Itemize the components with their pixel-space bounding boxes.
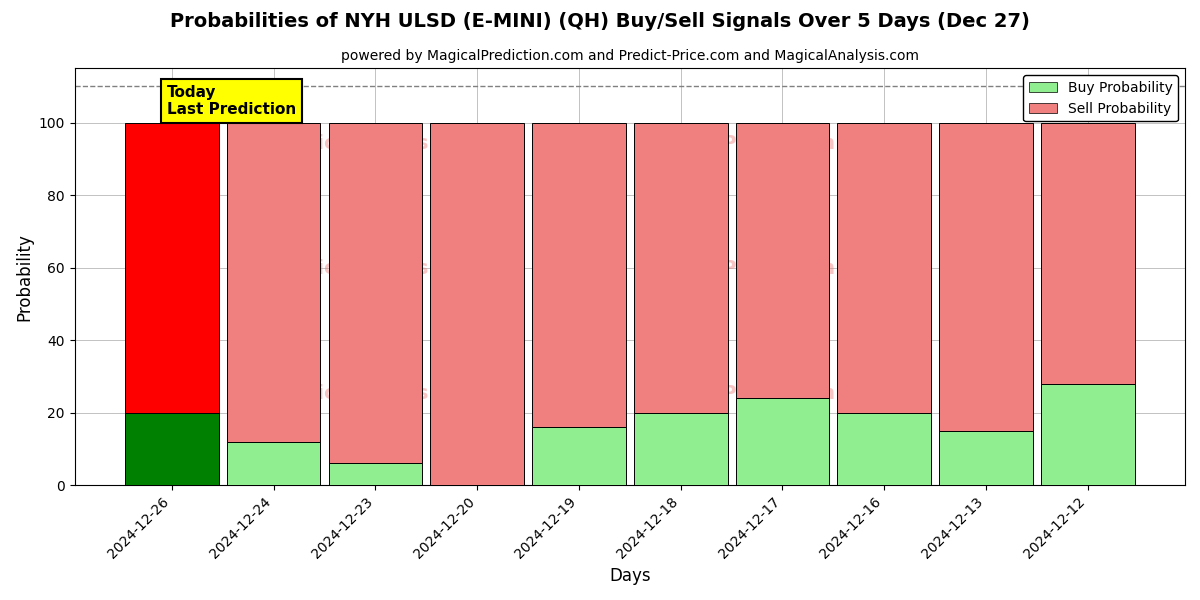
Text: MagicalAnalysis.com: MagicalAnalysis.com [271, 134, 499, 153]
Bar [736, 123, 829, 398]
Bar [431, 123, 524, 485]
Bar [125, 123, 218, 413]
Text: MagicalPrediction.com: MagicalPrediction.com [638, 384, 888, 403]
Bar [838, 123, 931, 413]
Bar [329, 463, 422, 485]
Bar [940, 431, 1033, 485]
Bar [532, 123, 625, 427]
Text: MagicalPrediction.com: MagicalPrediction.com [638, 134, 888, 153]
Y-axis label: Probability: Probability [16, 233, 34, 320]
Text: Today
Last Prediction: Today Last Prediction [167, 85, 296, 117]
Bar [736, 398, 829, 485]
Text: MagicalAnalysis.com: MagicalAnalysis.com [271, 384, 499, 403]
Bar [634, 413, 727, 485]
Bar [1040, 383, 1134, 485]
Bar [329, 123, 422, 463]
Bar [227, 442, 320, 485]
Bar [838, 413, 931, 485]
X-axis label: Days: Days [610, 567, 650, 585]
Title: powered by MagicalPrediction.com and Predict-Price.com and MagicalAnalysis.com: powered by MagicalPrediction.com and Pre… [341, 49, 919, 63]
Bar [634, 123, 727, 413]
Text: MagicalPrediction.com: MagicalPrediction.com [638, 259, 888, 278]
Bar [1040, 123, 1134, 383]
Text: Probabilities of NYH ULSD (E-MINI) (QH) Buy/Sell Signals Over 5 Days (Dec 27): Probabilities of NYH ULSD (E-MINI) (QH) … [170, 12, 1030, 31]
Text: MagicalAnalysis.com: MagicalAnalysis.com [271, 259, 499, 278]
Bar [227, 123, 320, 442]
Bar [125, 413, 218, 485]
Bar [940, 123, 1033, 431]
Bar [532, 427, 625, 485]
Legend: Buy Probability, Sell Probability: Buy Probability, Sell Probability [1024, 75, 1178, 121]
